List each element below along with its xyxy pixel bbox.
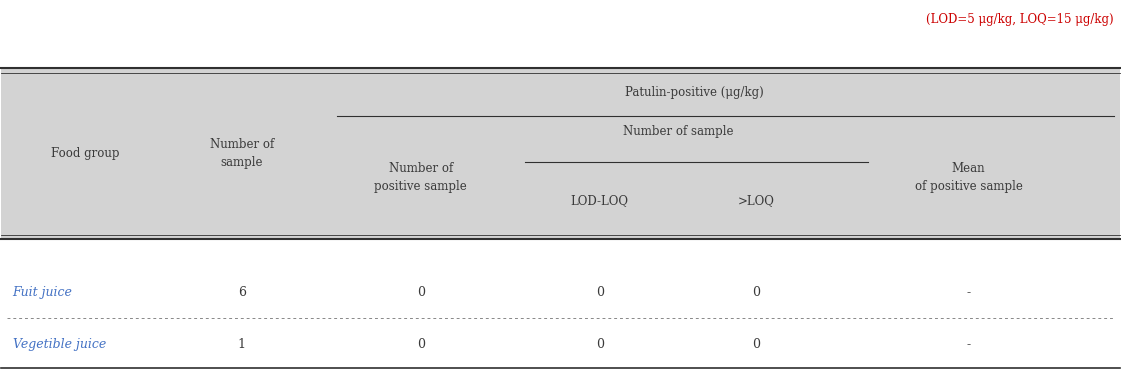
Text: 1: 1: [238, 338, 245, 351]
Text: Food group: Food group: [52, 147, 120, 160]
Text: LOD-LOQ: LOD-LOQ: [571, 194, 629, 207]
Text: 0: 0: [752, 338, 760, 351]
Text: Number of
positive sample: Number of positive sample: [374, 162, 467, 193]
Text: Vegetible juice: Vegetible juice: [12, 338, 105, 351]
Text: Number of sample: Number of sample: [622, 125, 733, 138]
Text: 0: 0: [595, 338, 603, 351]
Text: (LOD=5 μg/kg, LOQ=15 μg/kg): (LOD=5 μg/kg, LOQ=15 μg/kg): [926, 12, 1114, 25]
Text: Fuit juice: Fuit juice: [12, 286, 73, 299]
Text: 0: 0: [752, 286, 760, 299]
Text: Mean
of positive sample: Mean of positive sample: [915, 162, 1022, 193]
Text: Patulin-positive (μg/kg): Patulin-positive (μg/kg): [626, 86, 765, 99]
Text: -: -: [966, 338, 971, 351]
Text: -: -: [966, 286, 971, 299]
Text: Number of
sample: Number of sample: [210, 138, 274, 169]
Text: 0: 0: [417, 338, 425, 351]
Text: 0: 0: [595, 286, 603, 299]
Bar: [1, 68, 1120, 239]
Text: 6: 6: [238, 286, 245, 299]
Text: >LOQ: >LOQ: [738, 194, 775, 207]
Text: 0: 0: [417, 286, 425, 299]
